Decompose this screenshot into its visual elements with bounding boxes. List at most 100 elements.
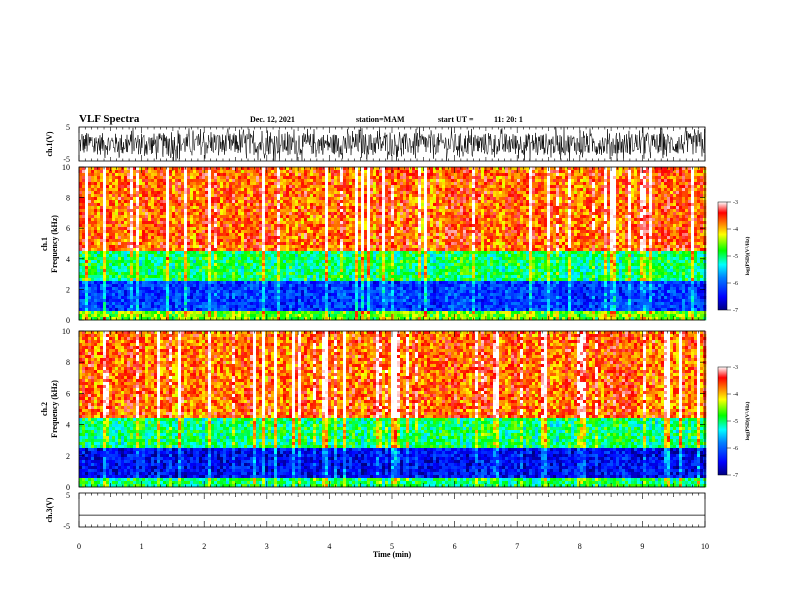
spectrogram-cell — [265, 236, 268, 239]
spectrogram-cell — [361, 227, 364, 230]
spectrogram-cell — [583, 215, 586, 218]
spectrogram-cell — [607, 176, 610, 179]
spectrogram-cell — [313, 203, 316, 206]
spectrogram-cell — [592, 176, 595, 179]
spectrogram-cell — [577, 206, 580, 209]
spectrogram-cell — [538, 191, 541, 194]
spectrogram-cell — [175, 185, 178, 188]
spectrogram-cell — [685, 224, 688, 227]
spectrogram-cell — [340, 197, 343, 200]
spectrogram-cell — [505, 185, 508, 188]
spectrogram-cell — [409, 194, 412, 197]
spectrogram-cell — [436, 227, 439, 230]
spectrogram-cell — [589, 212, 592, 215]
spectrogram-cell — [208, 170, 211, 173]
spectrogram-cell — [136, 170, 139, 173]
spectrogram-cell — [526, 230, 529, 233]
spectrogram-cell — [427, 212, 430, 215]
spectrogram-cell — [466, 230, 469, 233]
spectrogram-cell — [172, 215, 175, 218]
spectrogram-cell — [661, 167, 664, 170]
spectrogram-cell — [166, 233, 169, 236]
spectrogram-cell — [376, 200, 379, 203]
spectrogram-cell — [145, 185, 148, 188]
spectrogram-cell — [361, 212, 364, 215]
spectrogram-cell — [520, 206, 523, 209]
spectrogram-cell — [364, 218, 367, 221]
spectrogram-cell — [172, 236, 175, 239]
spectrogram-cell — [166, 212, 169, 215]
spectrogram-cell — [202, 197, 205, 200]
spectrogram-cell — [313, 206, 316, 209]
spectrogram-cell — [529, 191, 532, 194]
spectrogram-cell — [274, 236, 277, 239]
spectrogram-cell — [658, 230, 661, 233]
spectrogram-cell — [97, 218, 100, 221]
spectrogram-cell — [196, 227, 199, 230]
spectrogram-cell — [652, 194, 655, 197]
spectrogram-cell — [676, 209, 679, 212]
spectrogram-cell — [517, 215, 520, 218]
spectrogram-cell — [115, 200, 118, 203]
spectrogram-cell — [535, 170, 538, 173]
spectrogram-cell — [547, 182, 550, 185]
spectrogram-cell — [442, 218, 445, 221]
spectrogram-cell — [400, 200, 403, 203]
spectrogram-cell — [367, 170, 370, 173]
spectrogram-cell — [412, 200, 415, 203]
spectrogram-cell — [322, 167, 325, 170]
spectrogram-cell — [586, 233, 589, 236]
spectrogram-cell — [643, 221, 646, 224]
spectrogram-cell — [517, 173, 520, 176]
spectrogram-cell — [406, 182, 409, 185]
spectrogram-cell — [157, 236, 160, 239]
spectrogram-cell — [337, 176, 340, 179]
spectrogram-cell — [295, 182, 298, 185]
spectrogram-cell — [412, 167, 415, 170]
spectrogram-cell — [322, 209, 325, 212]
spectrogram-cell — [142, 185, 145, 188]
spectrogram-cell — [640, 206, 643, 209]
spectrogram-cell — [625, 170, 628, 173]
spectrogram-cell — [670, 185, 673, 188]
spectrogram-cell — [649, 215, 652, 218]
spectrogram-cell — [514, 167, 517, 170]
spectrogram-cell — [460, 230, 463, 233]
spectrogram-cell — [193, 173, 196, 176]
spectrogram-cell — [124, 197, 127, 200]
spectrogram-cell — [193, 218, 196, 221]
spectrogram-cell — [529, 188, 532, 191]
spectrogram-cell — [310, 200, 313, 203]
spectrogram-cell — [376, 185, 379, 188]
spectrogram-cell — [466, 182, 469, 185]
spectrogram-cell — [607, 188, 610, 191]
spectrogram-cell — [148, 236, 151, 239]
spectrogram-cell — [223, 185, 226, 188]
spectrogram-cell — [94, 173, 97, 176]
spectrogram-cell — [550, 203, 553, 206]
spectrogram-cell — [343, 230, 346, 233]
spectrogram-cell — [106, 227, 109, 230]
spectrogram-cell — [106, 206, 109, 209]
spectrogram-cell — [331, 194, 334, 197]
spectrogram-cell — [472, 185, 475, 188]
spectrogram-cell — [682, 233, 685, 236]
spectrogram-cell — [649, 209, 652, 212]
spectrogram-cell — [181, 206, 184, 209]
spectrogram-cell — [226, 173, 229, 176]
spectrogram-cell — [355, 200, 358, 203]
spectrogram-cell — [325, 167, 328, 170]
spectrogram-cell — [253, 170, 256, 173]
spectrogram-cell — [256, 191, 259, 194]
spectrogram-cell — [661, 230, 664, 233]
spectrogram-cell — [268, 227, 271, 230]
spectrogram-cell — [280, 233, 283, 236]
spectrogram-cell — [178, 194, 181, 197]
spectrogram-cell — [274, 188, 277, 191]
spectrogram-cell — [682, 221, 685, 224]
spectrogram-cell — [544, 224, 547, 227]
spectrogram-cell — [337, 173, 340, 176]
spectrogram-cell — [259, 179, 262, 182]
spectrogram-cell — [580, 233, 583, 236]
spectrogram-cell — [697, 209, 700, 212]
